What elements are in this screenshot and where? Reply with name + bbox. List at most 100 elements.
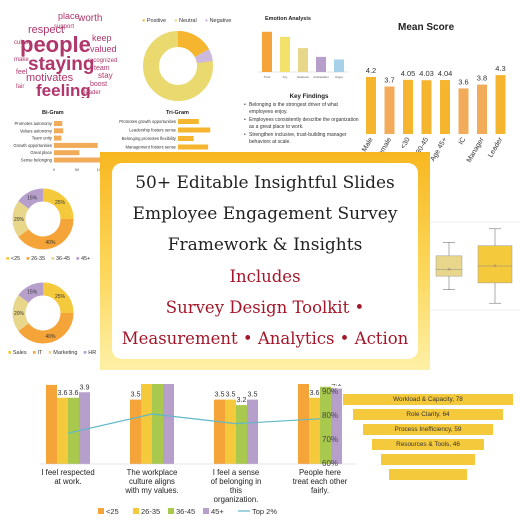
legend-label: Top 2% bbox=[252, 507, 277, 516]
trigram-label: Leadership fosters sense bbox=[129, 128, 176, 133]
grouped-category-label: I feel respected bbox=[41, 468, 94, 477]
grouped-bar-value: 4.2 bbox=[321, 384, 331, 386]
grouped-bar bbox=[46, 384, 57, 464]
promo-card: 50+ Editable Insightful Slides Employee … bbox=[112, 163, 418, 359]
mean-score-label: Age 45+ bbox=[430, 137, 449, 163]
grouped-bar bbox=[331, 388, 342, 464]
right-axis-tick: 80% bbox=[322, 411, 338, 420]
emotion-bar bbox=[262, 31, 272, 72]
sentiment-legend: ● Positive ● Neutral ● Negative bbox=[142, 18, 231, 24]
word-cloud: place worth respect people keep valued c… bbox=[14, 11, 117, 98]
emotion-bar bbox=[280, 36, 290, 72]
grouped-bar-value: 3.6 bbox=[58, 388, 68, 397]
top2-line bbox=[67, 413, 321, 434]
mean-score-title: Mean Score bbox=[398, 22, 455, 33]
donut-slice bbox=[12, 201, 30, 237]
legend-label: 45+ bbox=[211, 507, 224, 516]
key-findings-title: Key Findings bbox=[289, 93, 329, 100]
grouped-bar bbox=[163, 384, 174, 464]
donut-label: 20% bbox=[14, 311, 25, 317]
mean-score-value: 4.05 bbox=[401, 69, 416, 78]
trigram-bar bbox=[178, 119, 199, 124]
banner-line-action: Measurement • Analytics • Action bbox=[121, 329, 409, 348]
bigram-tick: 0 bbox=[53, 167, 56, 172]
trigram-bar bbox=[178, 144, 209, 150]
bigram-label: Great place bbox=[30, 150, 52, 155]
bigram-title: Bi-Gram bbox=[42, 110, 64, 116]
donut-label: 25% bbox=[55, 200, 66, 206]
emotion-bar bbox=[316, 56, 326, 72]
word-cloud-word: feeling bbox=[36, 81, 91, 98]
banner-line-framework: Framework & Insights bbox=[167, 235, 363, 255]
donut-slice bbox=[42, 188, 74, 220]
age-legend: ■ <25 ■ 26-35 ■ 36-45 ■ 45+ bbox=[6, 256, 90, 262]
sentiment-donut bbox=[143, 31, 213, 101]
donut-slice bbox=[42, 282, 74, 314]
emotion-bar bbox=[334, 59, 344, 72]
grouped-bar-value: 3.5 bbox=[248, 390, 258, 399]
word-cloud-word: culture bbox=[14, 40, 33, 46]
donut-slice bbox=[18, 282, 44, 304]
emotion-label: Sadness bbox=[297, 75, 309, 79]
box-body bbox=[435, 255, 463, 277]
legend-item: ■ 36-45 bbox=[51, 256, 71, 262]
donut-slice bbox=[18, 188, 44, 210]
emotion-chart: Trust Joy Sadness Anticipation Anger bbox=[258, 31, 348, 79]
mean-score-bar bbox=[440, 80, 450, 134]
grouped-category-label: People here bbox=[299, 468, 341, 477]
mean-score-value: 4.04 bbox=[438, 69, 453, 78]
grouped-bar-value: 3.5 bbox=[131, 390, 141, 399]
grouped-bar-value: 4.1 bbox=[332, 384, 342, 388]
trigram-label: Promotes growth opportunities bbox=[119, 119, 176, 124]
trigram-chart: Promotes growth opportunities Leadership … bbox=[119, 119, 211, 150]
donut-label: 20% bbox=[14, 217, 25, 223]
box-mean-marker: × bbox=[493, 264, 497, 270]
funnel-step: Workload & Capacity, 78 bbox=[343, 394, 513, 405]
key-finding: Employees consistently describe the orga… bbox=[244, 117, 361, 130]
word-cloud-word: team bbox=[94, 65, 110, 72]
bigram-chart: Promotes autonomy Values autonomy Team uni… bbox=[13, 121, 104, 172]
word-cloud-word: make bbox=[14, 57, 29, 63]
word-cloud-word: boost bbox=[90, 81, 107, 88]
word-cloud-word: stay bbox=[98, 71, 113, 80]
mean-score-value: 3.7 bbox=[384, 76, 394, 85]
word-cloud-word: keep bbox=[92, 33, 112, 43]
donut-slice bbox=[12, 295, 30, 331]
mean-score-bar bbox=[421, 80, 432, 134]
word-cloud-word: respect bbox=[28, 24, 64, 36]
word-cloud-word: support bbox=[54, 24, 74, 30]
legend-item: ■ <25 bbox=[6, 256, 21, 262]
promo-banner: 50+ Editable Insightful Slides Employee … bbox=[100, 152, 430, 370]
grouped-category-label: The workplace bbox=[127, 468, 178, 477]
word-cloud-word: leader bbox=[84, 90, 101, 96]
mean-score-bar bbox=[495, 75, 506, 134]
funnel-chart: Workload & Capacity, 78 Role Clarity, 64 P… bbox=[340, 394, 516, 494]
mean-score-value: 4.2 bbox=[366, 66, 376, 75]
mean-score-bar bbox=[458, 88, 469, 134]
key-finding: Strengthen inclusive, trust-building man… bbox=[244, 132, 361, 145]
trigram-label: Belonging promotes flexibility bbox=[122, 136, 177, 141]
bigram-label: Team unity bbox=[32, 136, 53, 141]
legend-item: ■ IT bbox=[32, 350, 43, 356]
funnel-step: Process Inefficiency, 59 bbox=[363, 424, 493, 435]
mean-score-label: Manager bbox=[466, 136, 486, 164]
legend-item: ● Negative bbox=[204, 18, 232, 24]
sentiment-slice bbox=[194, 49, 213, 64]
legend-item: ● Positive bbox=[142, 18, 167, 24]
bigram-bar bbox=[54, 135, 62, 141]
legend-item: ■ Sales bbox=[8, 350, 27, 356]
funnel-step bbox=[389, 469, 467, 480]
donut-label: 25% bbox=[55, 294, 66, 300]
grouped-bar bbox=[79, 392, 90, 464]
word-cloud-word: fair bbox=[16, 84, 24, 90]
grouped-bar bbox=[214, 399, 225, 464]
bigram-tick: 50 bbox=[75, 167, 80, 172]
legend-swatch bbox=[133, 508, 139, 514]
donut-label: 40% bbox=[45, 240, 56, 246]
grouped-bar bbox=[298, 384, 309, 464]
department-legend: ■ Sales ■ IT ■ Marketing ■ HR bbox=[8, 350, 96, 356]
legend-swatch bbox=[203, 508, 209, 514]
mean-score-bar bbox=[477, 84, 487, 134]
banner-line-toolkit: Survey Design Toolkit • bbox=[165, 298, 365, 317]
